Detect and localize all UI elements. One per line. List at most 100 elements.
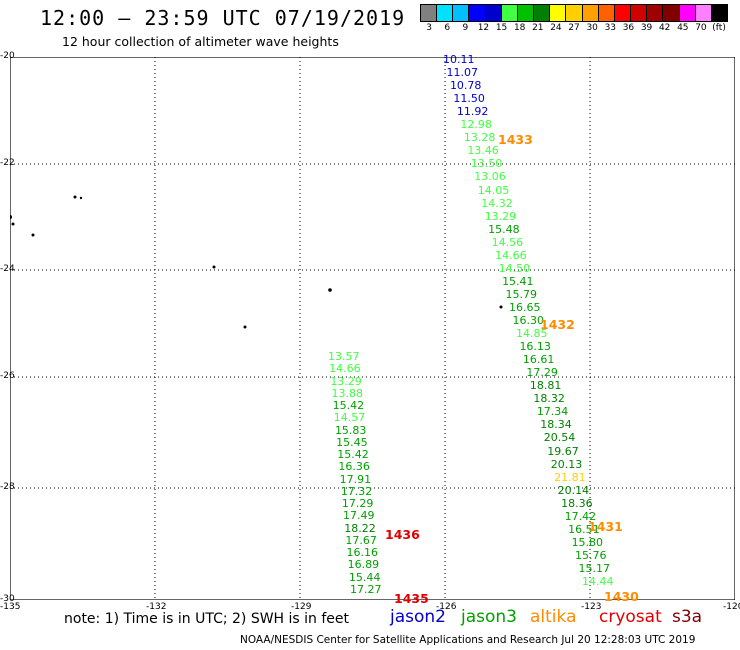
wave-height-label: 16.36: [338, 460, 370, 474]
wave-height-label: 17.49: [343, 509, 375, 523]
wave-height-label: 17.67: [345, 533, 377, 547]
wave-height-label: 15.76: [575, 548, 607, 562]
wave-height-label: 14.32: [481, 196, 513, 210]
legend-jason2: jason2: [390, 607, 446, 627]
color-scale-swatch: [566, 5, 583, 21]
wave-height-label: 16.61: [522, 353, 555, 367]
color-scale-labels: 3 6 9 12 15 18 21 24 27 30 33 36 39 42 45 70 (ft): [420, 23, 728, 33]
color-scale-swatch: [631, 5, 648, 21]
pass-time-label: 1431: [588, 519, 623, 534]
color-scale-label: 18: [513, 23, 526, 33]
wave-height-label: 15.17: [578, 561, 611, 575]
lon-label: -120: [723, 602, 740, 612]
color-scale-label: (ft): [712, 23, 726, 33]
map-subtitle: 12 hour collection of altimeter wave hei…: [62, 34, 339, 49]
wave-height-label: 17.32: [340, 484, 373, 498]
color-scale-label: 42: [658, 23, 671, 33]
color-scale-swatch: [485, 5, 502, 21]
wave-height-label: 15.42: [332, 399, 365, 412]
wave-height-label: 20.13: [550, 457, 583, 471]
wave-height-label: 15.45: [336, 435, 368, 449]
color-scale-swatch: [421, 5, 438, 21]
color-scale-swatch: [469, 5, 486, 21]
wave-height-label: 11.07: [446, 66, 478, 80]
color-scale-swatch: [550, 5, 567, 21]
wave-height-label: 17.29: [526, 366, 558, 380]
wave-height-label: 13.88: [331, 386, 363, 400]
wave-height-label: 20.14: [557, 483, 590, 497]
pass-time-label: 1432: [540, 317, 575, 332]
lat-label: -30: [0, 594, 15, 604]
lon-label: -123: [581, 602, 602, 612]
color-scale-label: 15: [495, 23, 508, 33]
wave-height-label: 17.91: [339, 472, 372, 486]
color-scale-label: 33: [604, 23, 617, 33]
legend-cryosat: cryosat: [599, 607, 662, 627]
color-scale-swatch: [582, 5, 599, 21]
wave-height-label: 18.22: [344, 521, 376, 535]
color-scale-swatch: [711, 5, 727, 21]
color-scale-label: 6: [444, 23, 451, 33]
wave-height-label: 16.89: [347, 558, 380, 572]
footer-note: note: 1) Time is in UTC; 2) SWH is in fe…: [64, 611, 350, 627]
wave-height-label: 16.30: [512, 314, 545, 327]
legend-jason3: jason3: [461, 607, 517, 627]
wave-height-label: 13.29: [484, 209, 517, 223]
color-scale-label: 24: [550, 23, 562, 33]
wave-height-label: 17.42: [564, 509, 597, 523]
map-frame: -20 -22 -24 -26 -28 -30 -135 -132 -129 -…: [0, 51, 740, 612]
wave-height-label: 14.56: [491, 235, 524, 249]
wave-height-label: 14.66: [495, 248, 527, 262]
wave-height-label: 15.83: [334, 423, 367, 437]
color-scale: 3 6 9 12 15 18 21 24 27 30 33 36 39 42 45 70 (ft): [420, 4, 728, 34]
wave-height-label: 16.65: [509, 300, 541, 314]
wave-height-label: 19.67: [547, 444, 579, 458]
wave-height-label: 13.46: [467, 144, 499, 158]
map-title: 12:00 – 23:59 UTC 07/19/2019: [40, 6, 406, 30]
lon-label: -129: [291, 602, 312, 612]
color-scale-swatch: [679, 5, 696, 21]
wave-height-label: 16.51: [568, 522, 600, 536]
credit-line: NOAA/NESDIS Center for Satellite Applica…: [240, 634, 696, 646]
wave-height-label: 13.29: [330, 374, 362, 388]
wave-height-label: 13.06: [474, 170, 506, 184]
color-scale-label: 45: [677, 23, 689, 33]
color-scale-label: 70: [695, 23, 707, 33]
lat-label: -20: [0, 51, 15, 61]
pass-time-label: 1430: [604, 589, 639, 604]
wave-height-label: 15.48: [488, 222, 520, 236]
legend-altika: altika: [530, 607, 577, 627]
wave-height-label: 21.81: [554, 470, 586, 484]
wave-height-label: 10.78: [449, 79, 482, 93]
color-scale-label: 12: [477, 23, 490, 33]
color-scale-swatch: [517, 5, 535, 21]
lon-label: -132: [146, 602, 167, 612]
color-scale-swatch: [598, 5, 615, 21]
wave-height-label: 15.41: [502, 274, 534, 288]
color-scale-swatch: [695, 5, 712, 21]
color-scale-swatch: [501, 5, 518, 21]
wave-height-label: 20.54: [543, 431, 576, 445]
color-scale-label: 9: [462, 23, 469, 33]
wave-height-label: 16.13: [519, 340, 551, 354]
wave-height-label: 12.98: [460, 118, 492, 132]
color-scale-label: 39: [640, 23, 653, 33]
color-scale-swatch: [647, 5, 664, 21]
wave-height-label: 13.28: [463, 131, 496, 145]
lat-label: -28: [0, 482, 15, 492]
wave-height-label: 18.36: [561, 496, 593, 510]
wave-height-label: 18.34: [540, 418, 572, 432]
lat-label: -24: [0, 264, 15, 274]
color-scale-swatch: [663, 5, 680, 21]
legend-s3a: s3a: [672, 607, 703, 627]
color-scale-swatch: [614, 5, 632, 21]
pass-time-label: 1436: [385, 527, 420, 542]
wave-height-label: 17.29: [341, 497, 374, 510]
lat-label: -26: [0, 371, 15, 381]
wave-height-label: 17.27: [350, 582, 382, 596]
wave-height-label: 14.05: [477, 183, 510, 197]
wave-height-label: 11.50: [453, 92, 485, 106]
wave-height-label: 13.57: [328, 350, 360, 363]
wave-height-label: 11.92: [456, 105, 489, 119]
wave-height-label: 15.79: [505, 287, 538, 301]
